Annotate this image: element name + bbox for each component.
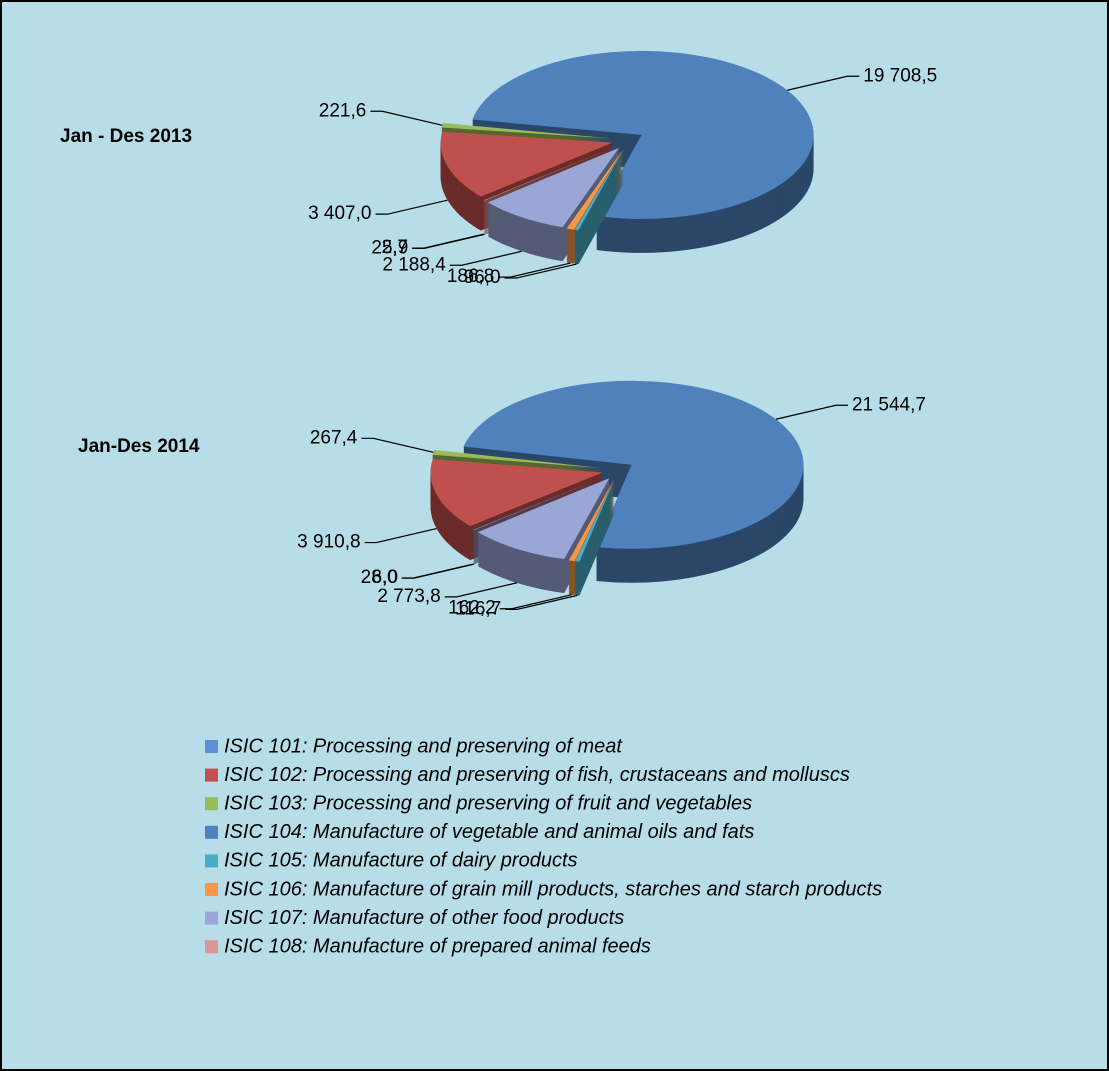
legend-label: ISIC 107: Manufacture of other food prod…	[224, 907, 624, 929]
slice-top	[473, 476, 606, 531]
data-label: 267,4	[310, 427, 358, 448]
leader-line	[402, 563, 475, 579]
slice-top	[440, 131, 613, 197]
data-label: 221,6	[319, 100, 367, 121]
slice-side	[473, 479, 606, 534]
data-label: 3 407,0	[308, 203, 371, 224]
legend-label: ISIC 102: Processing and preserving of f…	[224, 764, 850, 786]
slice-top	[484, 146, 616, 201]
leader-line	[370, 110, 443, 126]
data-label: 19 708,5	[863, 65, 937, 86]
leader-line	[444, 582, 517, 598]
slice-side	[484, 148, 616, 203]
slice-top	[477, 478, 610, 560]
leader-line	[364, 527, 437, 544]
data-label: 2 188,4	[382, 254, 446, 275]
leader-line	[499, 594, 572, 610]
slice-top	[574, 149, 624, 231]
slice-top	[568, 479, 615, 562]
slice-side	[473, 479, 606, 534]
leader-line	[505, 594, 578, 610]
slice-top	[472, 50, 814, 219]
legend-label: ISIC 108: Manufacture of prepared animal…	[224, 935, 651, 957]
slice-top	[463, 380, 804, 549]
leader-line	[787, 75, 860, 91]
data-label: 2 773,8	[377, 586, 440, 607]
chart-title: Jan-Des 2014	[78, 436, 200, 457]
slice	[487, 147, 619, 262]
slice-top	[430, 459, 603, 527]
leader-line	[412, 233, 485, 249]
slice-side	[484, 149, 616, 204]
leader-line	[361, 437, 434, 453]
slice	[463, 380, 804, 583]
legend-swatch	[205, 797, 218, 811]
slice	[575, 479, 615, 596]
leader-line	[504, 263, 577, 279]
legend-swatch	[205, 940, 218, 954]
data-label: 96,0	[464, 267, 501, 288]
slice-side	[473, 477, 606, 532]
slice-top	[473, 476, 606, 531]
slice	[477, 478, 610, 594]
leader-line	[498, 262, 571, 278]
slice-top	[483, 146, 616, 201]
legend-label: ISIC 106: Manufacture of grain mill prod…	[224, 878, 882, 900]
legend-swatch	[205, 740, 218, 753]
slice	[574, 149, 624, 265]
slice-side	[483, 147, 616, 202]
slice-side	[473, 478, 606, 533]
legend-swatch	[205, 883, 218, 896]
legend-label: ISIC 104: Manufacture of vegetable and a…	[224, 821, 754, 843]
slice-top	[566, 149, 624, 230]
slice-side	[484, 147, 616, 202]
legend-swatch	[205, 825, 218, 839]
data-label: 162,2	[448, 598, 496, 619]
slice-side	[483, 149, 616, 204]
legend-swatch	[205, 768, 218, 782]
slice-top	[432, 449, 603, 469]
slice-top	[575, 479, 615, 562]
data-label: 2,7	[382, 237, 408, 258]
slice-side	[483, 148, 616, 203]
legend-swatch	[205, 911, 218, 925]
chart-title: Jan - Des 2013	[60, 126, 192, 147]
leader-line	[375, 199, 448, 215]
legend-label: ISIC 101: Processing and preserving of m…	[224, 735, 623, 757]
slice	[472, 50, 814, 253]
leader-line	[775, 404, 848, 420]
legend-label: ISIC 103: Processing and preserving of f…	[224, 792, 752, 814]
leader-line	[449, 250, 522, 266]
slice-top	[487, 147, 619, 228]
legend-label: ISIC 105: Manufacture of dairy products	[224, 850, 578, 872]
data-label: 186,8	[447, 266, 495, 287]
data-label: 116,7	[455, 598, 501, 619]
slice-side	[473, 478, 606, 533]
slice-top	[441, 123, 613, 139]
data-label: 21 544,7	[852, 394, 926, 415]
data-label: 3 910,8	[297, 532, 360, 553]
legend-swatch	[205, 854, 218, 868]
data-label: 25,9	[371, 237, 408, 258]
slice-side	[473, 477, 606, 532]
data-label: 6,0	[372, 567, 398, 588]
data-label: 28,0	[361, 567, 398, 588]
